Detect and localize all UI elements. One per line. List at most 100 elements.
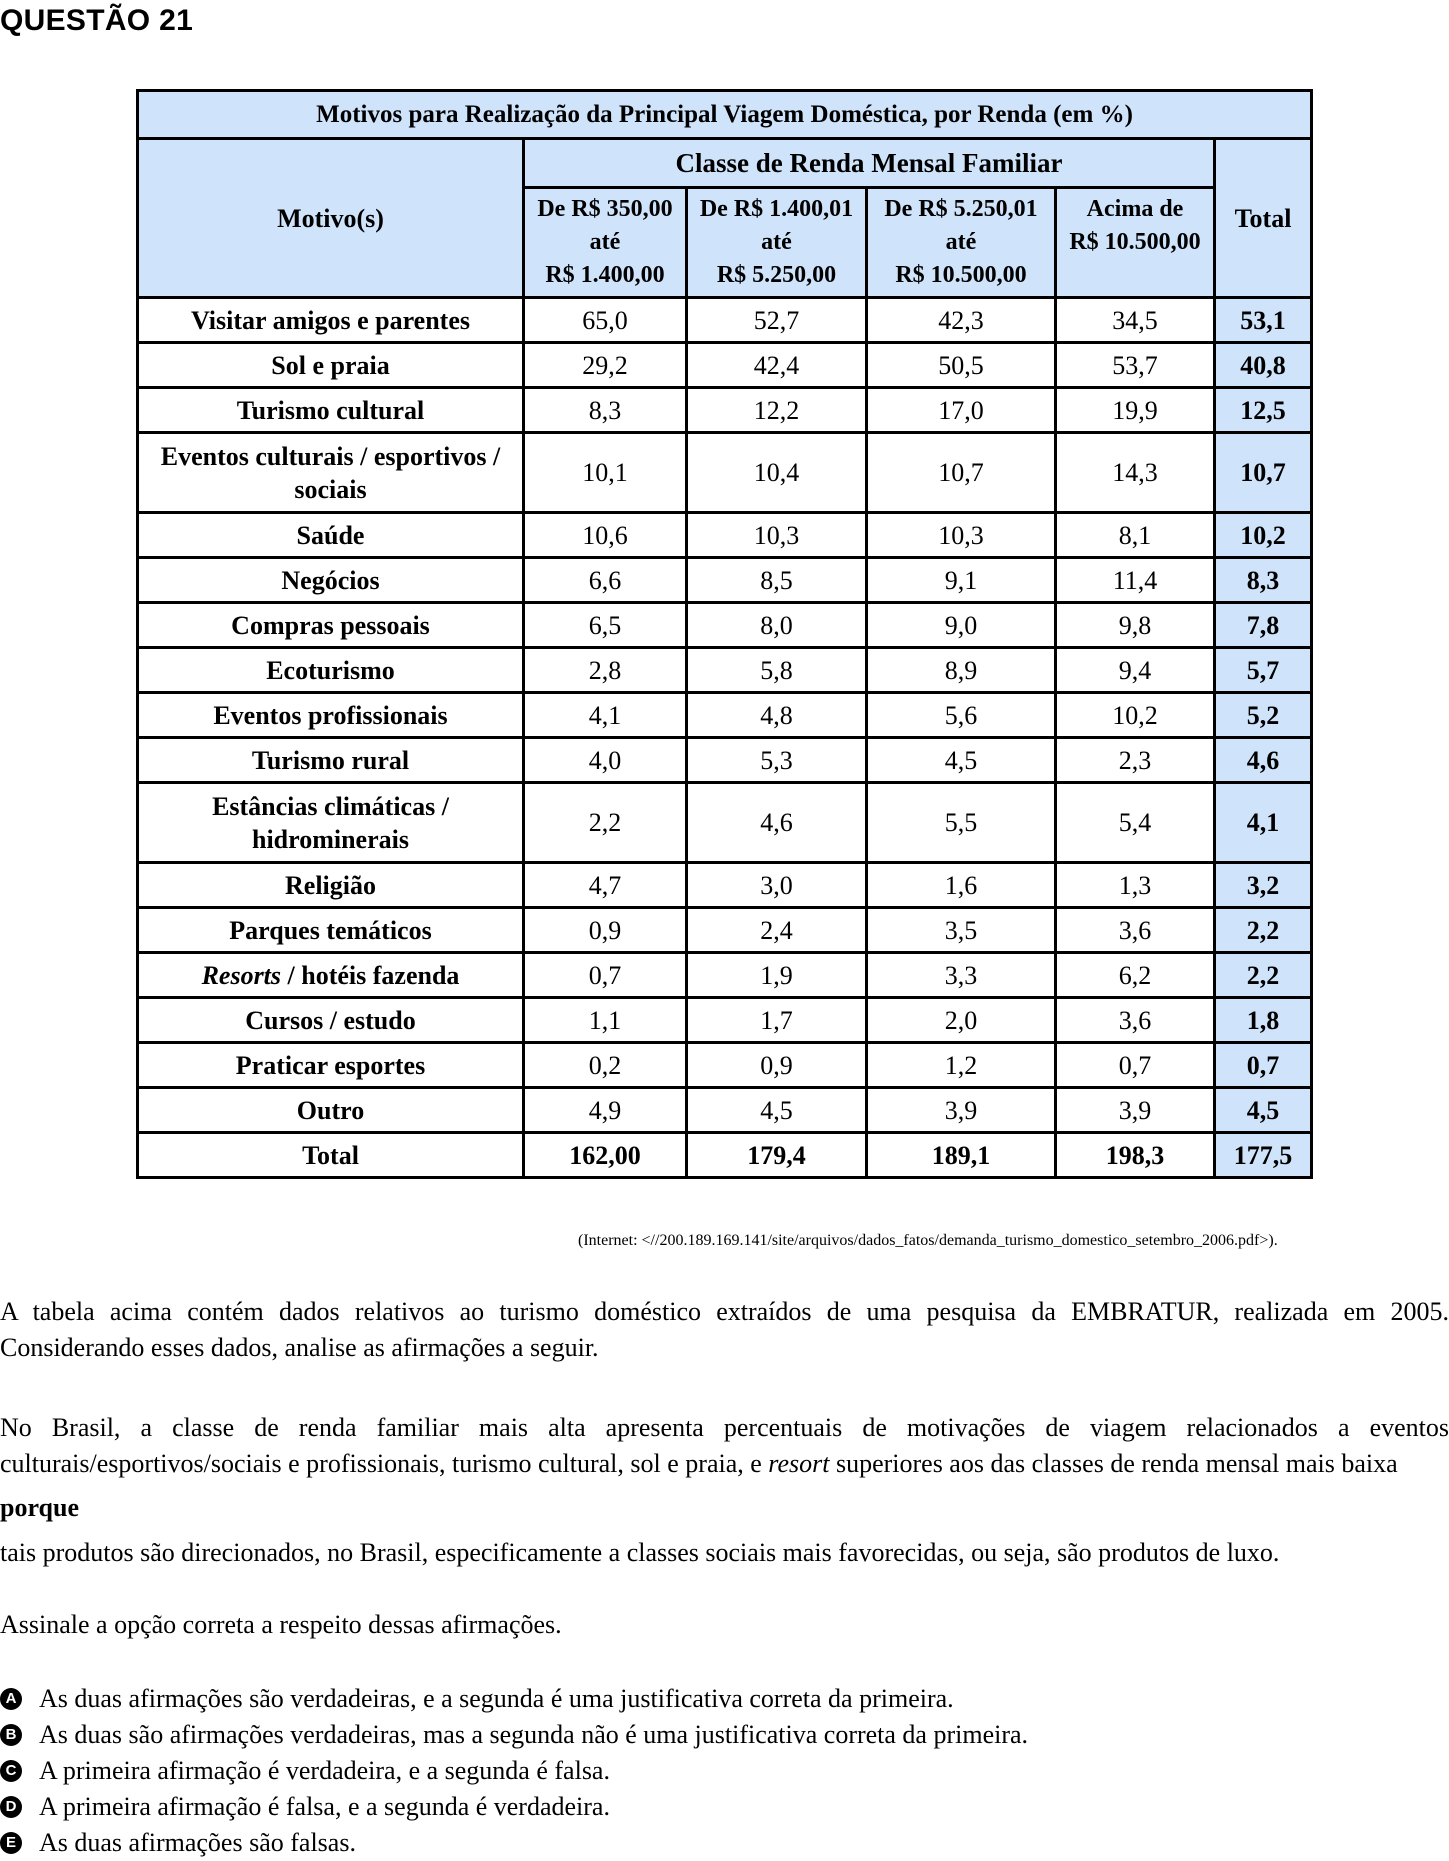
value-cell: 1,2 xyxy=(865,1041,1057,1089)
value-cell: 19,9 xyxy=(1054,386,1216,434)
total-cell: 4,1 xyxy=(1212,781,1314,864)
table-row: Total 162,00 179,4 189,1 198,3 177,5 xyxy=(136,1131,1314,1179)
table-row: Turismo cultural 8,3 12,2 17,0 19,9 12,5 xyxy=(136,386,1314,434)
value-cell: 3,0 xyxy=(685,861,868,909)
option-letter-badge: B xyxy=(0,1724,22,1746)
value-cell: 5,5 xyxy=(865,781,1057,864)
motive-cell: Resorts / hotéis fazenda xyxy=(136,951,525,999)
income-column-header: De R$ 5.250,01 até R$ 10.500,00 xyxy=(865,186,1057,299)
table-row: Negócios 6,6 8,5 9,1 11,4 8,3 xyxy=(136,556,1314,604)
value-cell: 14,3 xyxy=(1054,431,1216,514)
header-line: De R$ 5.250,01 xyxy=(884,196,1038,222)
motive-cell: Sol e praia xyxy=(136,341,525,389)
total-cell: 5,7 xyxy=(1212,646,1314,694)
value-cell: 10,6 xyxy=(522,511,688,559)
value-cell: 3,6 xyxy=(1054,906,1216,954)
motive-cell: Negócios xyxy=(136,556,525,604)
total-cell: 2,2 xyxy=(1212,951,1314,999)
table-row: Eventos profissionais 4,1 4,8 5,6 10,2 5,2 xyxy=(136,691,1314,739)
option-letter-badge: C xyxy=(0,1760,22,1782)
table-row: Cursos / estudo 1,1 1,7 2,0 3,6 1,8 xyxy=(136,996,1314,1044)
value-cell: 4,8 xyxy=(685,691,868,739)
motive-cell: Outro xyxy=(136,1086,525,1134)
value-cell: 29,2 xyxy=(522,341,688,389)
option-b[interactable]: B As duas são afirmações verdadeiras, mas… xyxy=(0,1717,1028,1753)
statement-1: No Brasil, a classe de renda familiar ma… xyxy=(0,1410,1449,1482)
value-cell: 2,2 xyxy=(522,781,688,864)
value-cell: 4,1 xyxy=(522,691,688,739)
option-text: As duas são afirmações verdadeiras, mas … xyxy=(39,1720,1029,1749)
header-line: R$ 10.500,00 xyxy=(1069,229,1201,255)
value-cell: 42,4 xyxy=(685,341,868,389)
value-cell: 10,1 xyxy=(522,431,688,514)
value-cell: 189,1 xyxy=(865,1131,1057,1179)
income-group-header: Classe de Renda Mensal Familiar xyxy=(522,137,1216,189)
value-cell: 8,0 xyxy=(685,601,868,649)
table-row: Outro 4,9 4,5 3,9 3,9 4,5 xyxy=(136,1086,1314,1134)
header-line: De R$ 350,00 xyxy=(537,196,673,222)
value-cell: 8,1 xyxy=(1054,511,1216,559)
value-cell: 198,3 xyxy=(1054,1131,1216,1179)
table-caption: Motivos para Realização da Principal Via… xyxy=(135,89,1314,140)
value-cell: 1,3 xyxy=(1054,861,1216,909)
value-cell: 0,7 xyxy=(522,951,688,999)
value-cell: 2,0 xyxy=(865,996,1057,1044)
data-table: Motivos para Realização da Principal Via… xyxy=(135,89,1314,1179)
table-row: Praticar esportes 0,2 0,9 1,2 0,7 0,7 xyxy=(136,1041,1314,1089)
motive-cell: Compras pessoais xyxy=(136,601,525,649)
value-cell: 10,3 xyxy=(685,511,868,559)
value-cell: 3,9 xyxy=(865,1086,1057,1134)
statement-2: tais produtos são direcionados, no Brasi… xyxy=(0,1538,1280,1567)
total-cell: 10,7 xyxy=(1212,431,1314,514)
header-line: até xyxy=(589,229,621,255)
motive-cell: Turismo rural xyxy=(136,736,525,784)
option-a[interactable]: A As duas afirmações são verdadeiras, e a… xyxy=(0,1681,954,1717)
value-cell: 3,6 xyxy=(1054,996,1216,1044)
value-cell: 0,2 xyxy=(522,1041,688,1089)
option-text: A primeira afirmação é falsa, e a segund… xyxy=(39,1792,610,1821)
option-letter-badge: E xyxy=(0,1832,22,1854)
total-cell: 53,1 xyxy=(1212,296,1314,344)
total-cell: 40,8 xyxy=(1212,341,1314,389)
option-e[interactable]: E As duas afirmações são falsas. xyxy=(0,1825,356,1861)
income-column-header: De R$ 350,00 até R$ 1.400,00 xyxy=(522,186,688,299)
table-row: Visitar amigos e parentes 65,0 52,7 42,3 34,… xyxy=(136,296,1314,344)
value-cell: 0,7 xyxy=(1054,1041,1216,1089)
total-cell: 12,5 xyxy=(1212,386,1314,434)
total-cell: 4,5 xyxy=(1212,1086,1314,1134)
motive-cell: Parques temáticos xyxy=(136,906,525,954)
header-line: De R$ 1.400,01 xyxy=(699,196,854,222)
value-cell: 17,0 xyxy=(865,386,1057,434)
option-c[interactable]: C A primeira afirmação é verdadeira, e a … xyxy=(0,1753,610,1789)
motive-rest-part: / hotéis fazenda xyxy=(281,960,460,990)
value-cell: 6,5 xyxy=(522,601,688,649)
value-cell: 4,7 xyxy=(522,861,688,909)
table-row: Compras pessoais 6,5 8,0 9,0 9,8 7,8 xyxy=(136,601,1314,649)
value-cell: 1,6 xyxy=(865,861,1057,909)
value-cell: 3,5 xyxy=(865,906,1057,954)
motive-header: Motivo(s) xyxy=(136,137,525,299)
value-cell: 8,9 xyxy=(865,646,1057,694)
value-cell: 10,2 xyxy=(1054,691,1216,739)
motive-cell: Religião xyxy=(136,861,525,909)
header-line: até xyxy=(945,229,977,255)
total-cell: 7,8 xyxy=(1212,601,1314,649)
value-cell: 5,6 xyxy=(865,691,1057,739)
table-row: Eventos culturais / esportivos / sociais… xyxy=(136,431,1314,514)
table-row: Estâncias climáticas / hidrominerais 2,2 4… xyxy=(136,781,1314,864)
header-line: R$ 5.250,00 xyxy=(716,262,837,288)
value-cell: 8,5 xyxy=(685,556,868,604)
value-cell: 6,6 xyxy=(522,556,688,604)
option-d[interactable]: D A primeira afirmação é falsa, e a segun… xyxy=(0,1789,610,1825)
instruction: Assinale a opção correta a respeito dess… xyxy=(0,1610,562,1639)
connector-porque: porque xyxy=(0,1493,79,1522)
total-cell: 3,2 xyxy=(1212,861,1314,909)
value-cell: 0,9 xyxy=(685,1041,868,1089)
table-row: Saúde 10,6 10,3 10,3 8,1 10,2 xyxy=(136,511,1314,559)
value-cell: 2,3 xyxy=(1054,736,1216,784)
header-line: R$ 1.400,00 xyxy=(545,262,665,288)
value-cell: 9,0 xyxy=(865,601,1057,649)
motive-italic-part: Resorts xyxy=(201,960,282,990)
income-column-header: De R$ 1.400,01 até R$ 5.250,00 xyxy=(685,186,868,299)
table-row: Turismo rural 4,0 5,3 4,5 2,3 4,6 xyxy=(136,736,1314,784)
